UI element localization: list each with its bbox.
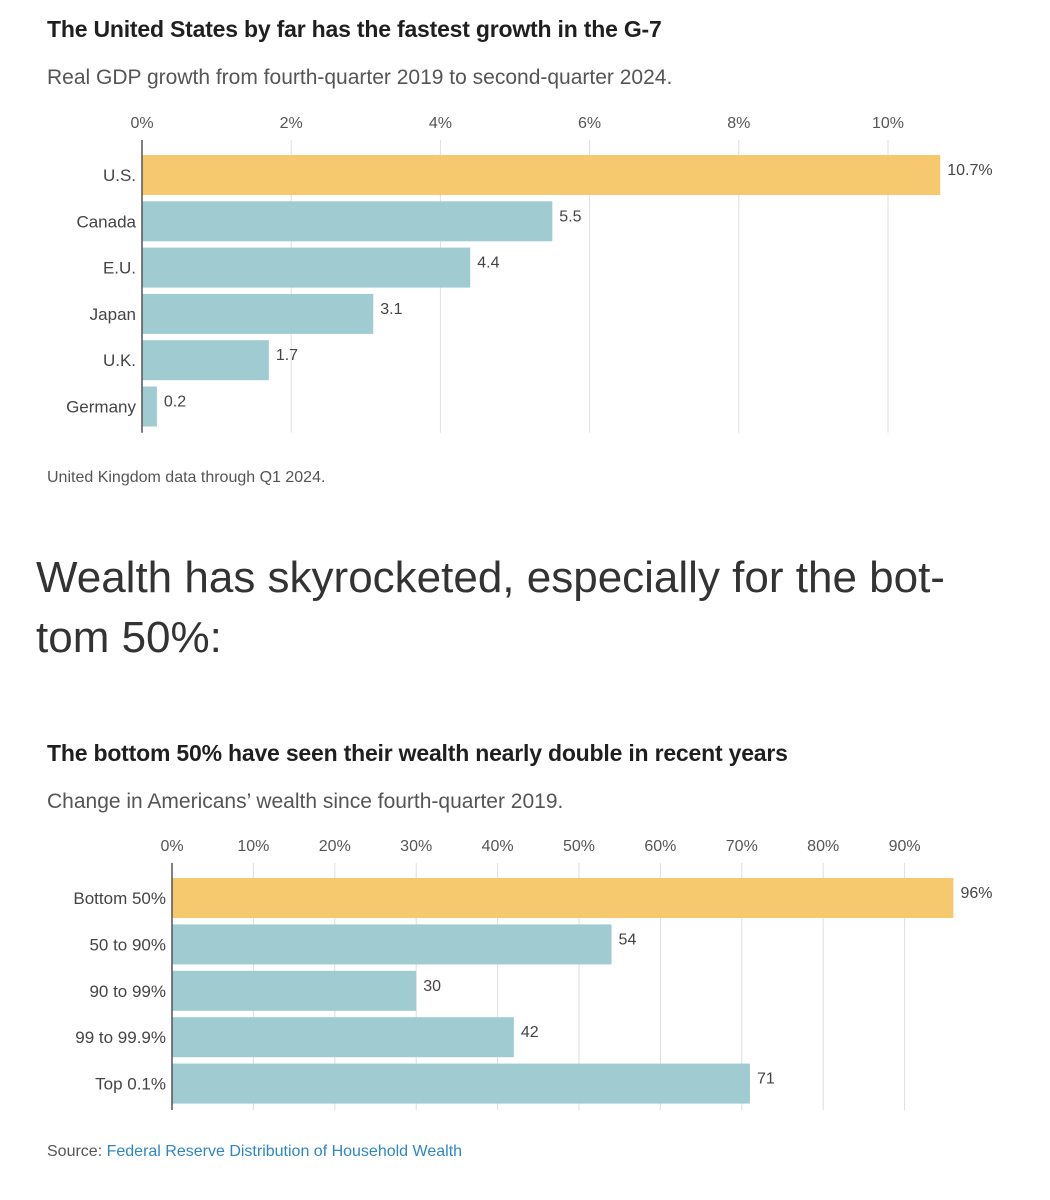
category-label: Bottom 50% [73,889,166,908]
data-label: 4.4 [477,255,499,272]
category-label: 90 to 99% [89,982,166,1001]
source-label: Source: [47,1143,103,1160]
bar [172,1017,514,1058]
data-label: 5.5 [559,208,581,225]
bar [142,247,471,288]
x-tick-label: 70% [726,838,758,855]
x-tick-label: 90% [889,838,921,855]
bar [142,155,941,195]
bar [142,340,269,381]
chart2-subtitle: Change in Americans’ wealth since fourth… [47,790,564,813]
chart1-subtitle: Real GDP growth from fourth-quarter 2019… [47,66,673,89]
x-tick-label: 20% [319,838,351,855]
section-headline: Wealth has skyrocketed, especially for t… [36,553,945,662]
x-tick-label: 60% [644,838,676,855]
chart2-wealth-change: 0% 10% 20% 30% 40% 50% 60% 70% 80% 90% Bottom 50% 9… [73,838,992,1110]
x-tick-label: 40% [482,838,514,855]
data-label: 30 [423,978,441,995]
x-tick-label: 50% [563,838,595,855]
data-label: 0.2 [164,394,186,411]
chart1-title: The United States by far has the fastest… [47,16,662,42]
data-label: 10.7% [947,162,992,179]
category-label: U.K. [103,351,136,370]
category-label: Canada [76,212,136,231]
chart2-title: The bottom 50% have seen their wealth ne… [47,740,788,766]
chart2-source: Source: Federal Reserve Distribution of … [47,1143,462,1161]
category-label: Top 0.1% [95,1075,166,1094]
bar [142,386,157,427]
data-label: 96% [960,885,992,902]
data-label: 54 [619,931,637,948]
bar [142,293,374,334]
x-tick-label: 2% [280,115,303,132]
bar [172,924,612,965]
chart1-note: United Kingdom data through Q1 2024. [47,469,326,486]
x-tick-label: 10% [872,115,904,132]
x-tick-label: 4% [429,115,452,132]
category-label: E.U. [103,259,136,278]
category-label: U.S. [103,166,136,185]
chart1-gdp-growth: 0% 2% 4% 6% 8% 10% U.S. 10.7% Canada 5.5 E.U. 4.4 Ja… [66,115,993,433]
bar [172,970,417,1011]
x-tick-label: 80% [807,838,839,855]
x-tick-label: 30% [400,838,432,855]
x-tick-label: 0% [160,838,183,855]
category-label: 99 to 99.9% [75,1028,166,1047]
bar [142,201,553,242]
data-label: 3.1 [380,301,402,318]
data-label: 1.7 [276,347,298,364]
bar [172,878,954,918]
bar [172,1063,750,1104]
category-label: 50 to 90% [89,935,166,954]
x-tick-label: 0% [130,115,153,132]
x-tick-label: 10% [237,838,269,855]
data-label: 42 [521,1024,539,1041]
data-label: 71 [757,1071,775,1088]
category-label: Japan [90,305,136,324]
x-tick-label: 6% [578,115,601,132]
category-label: Germany [66,398,136,417]
source-link[interactable]: Federal Reserve Distribution of Househol… [106,1143,463,1160]
x-tick-label: 8% [727,115,750,132]
